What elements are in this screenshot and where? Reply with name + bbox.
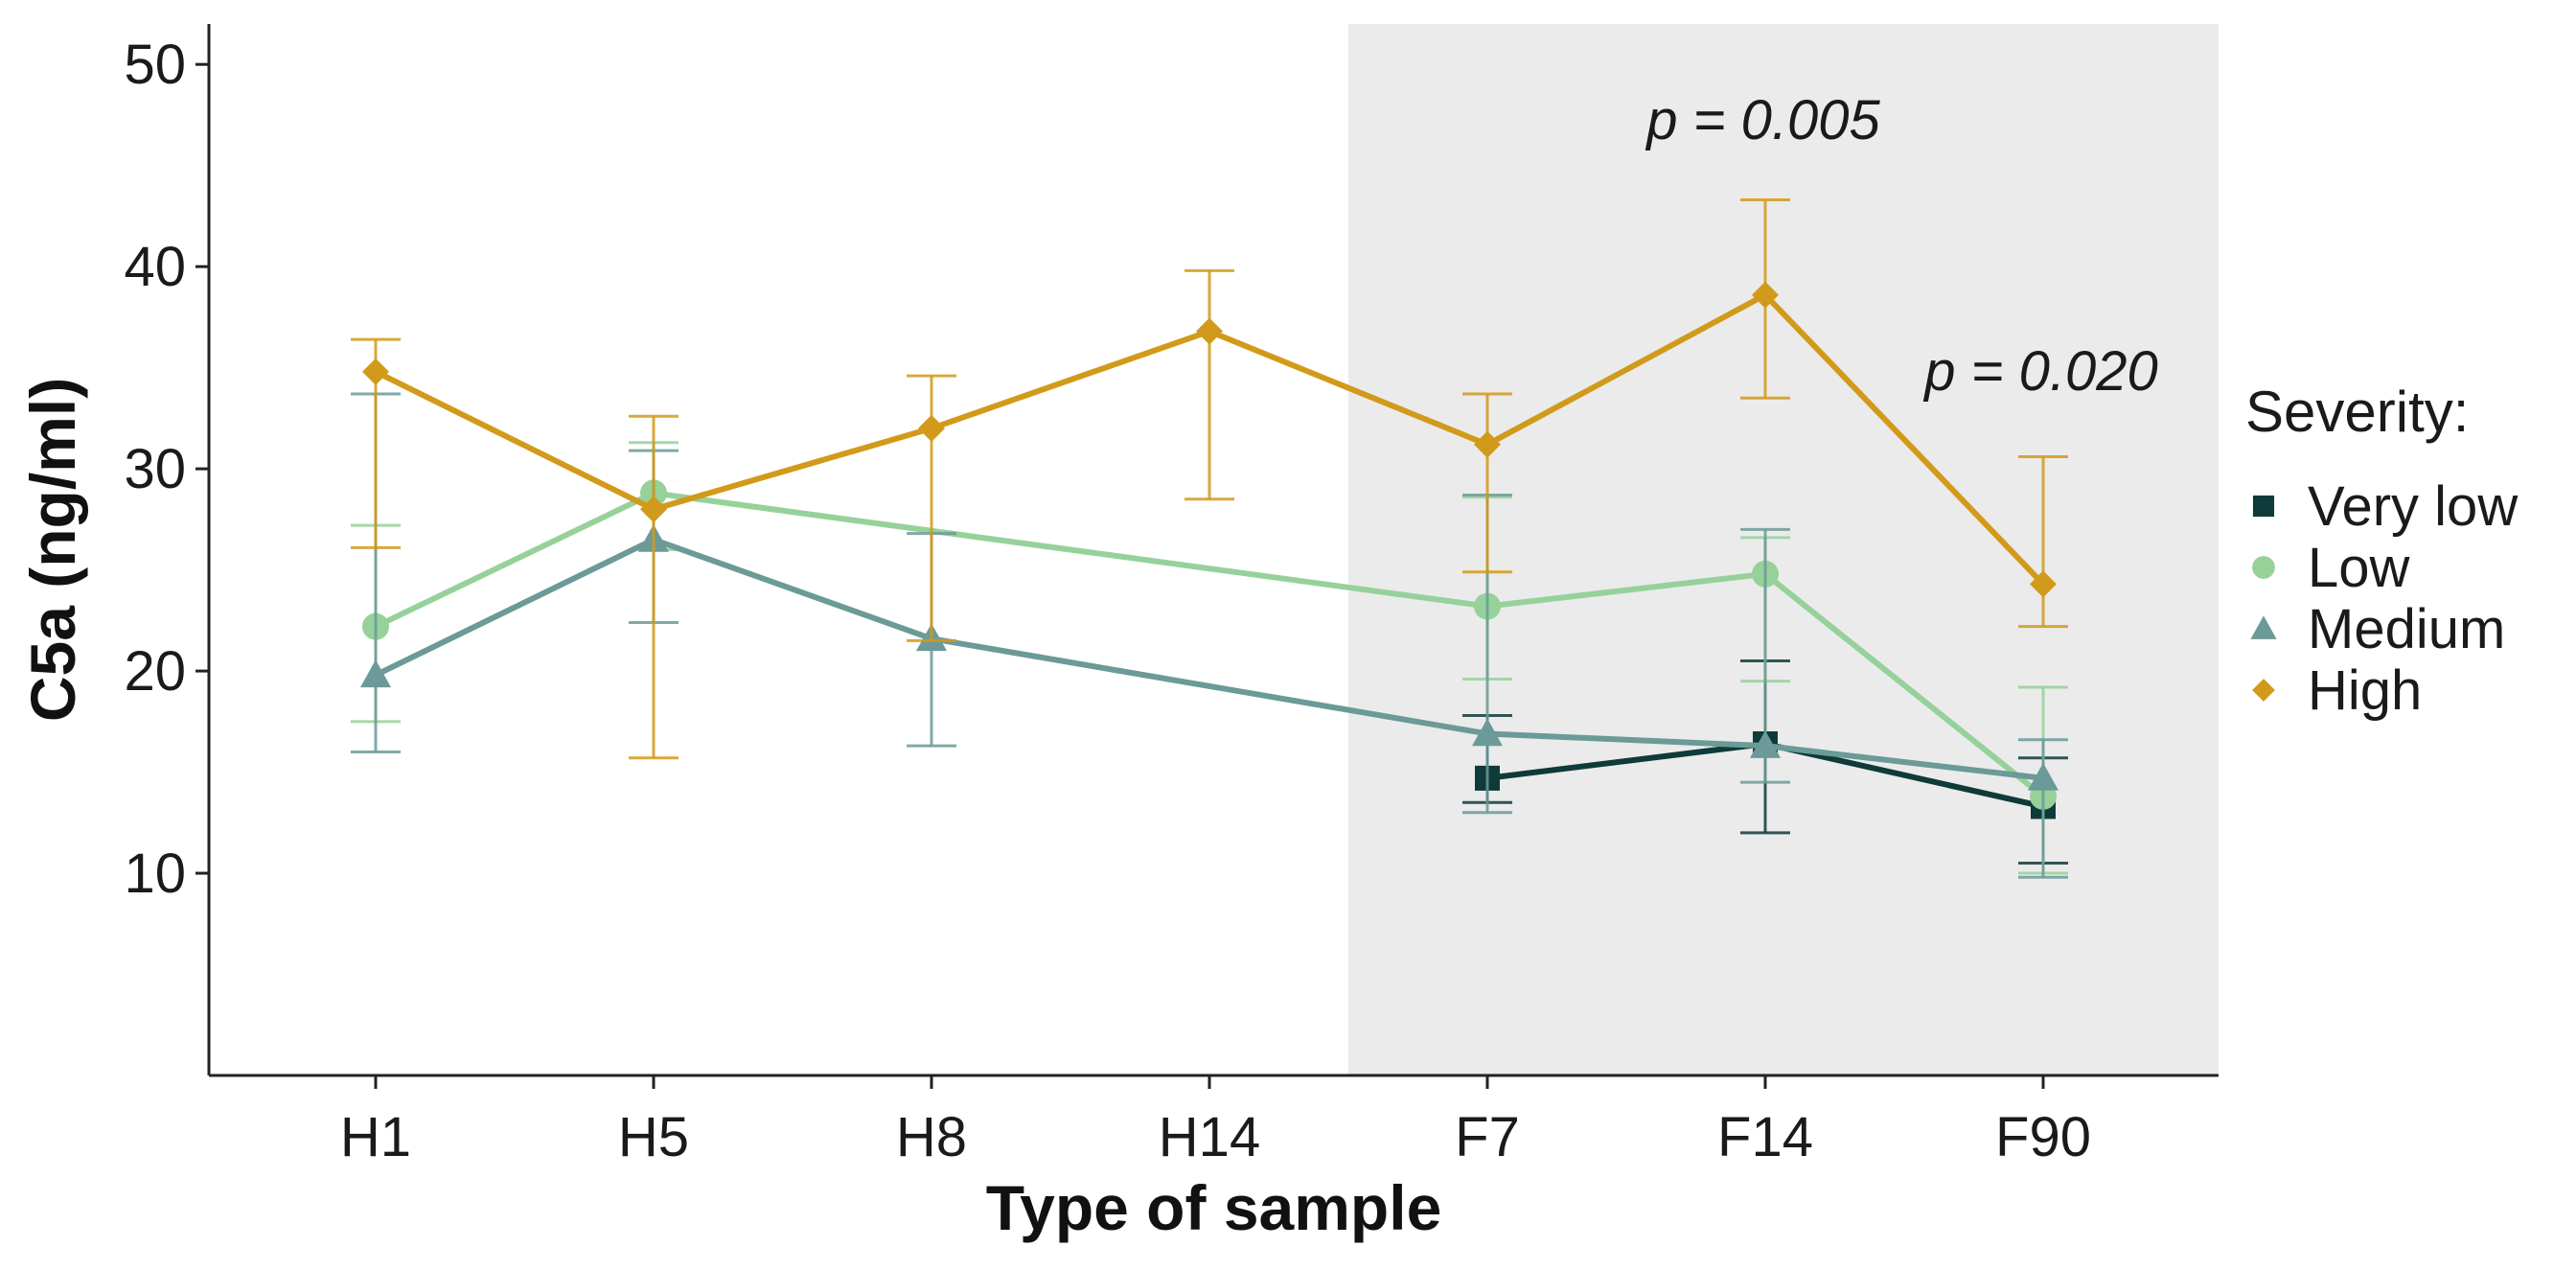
x-axis-title: Type of sample [986,1172,1442,1243]
x-tick-label: H1 [340,1106,411,1168]
x-tick-label: H14 [1159,1106,1260,1168]
y-tick-label: 10 [124,843,186,905]
x-tick-label: F7 [1455,1106,1520,1168]
legend-key-high [2252,679,2275,702]
legend-key-medium [2250,615,2277,639]
data-point-medium [2028,762,2058,791]
data-point-high [2030,570,2057,598]
data-point-medium [1750,730,1781,758]
legend-key-very-low [2252,495,2275,518]
legend-title: Severity: [2245,380,2469,444]
legend-key-low [2252,556,2275,579]
data-point-high [1196,317,1223,345]
y-tick-label: 20 [124,640,186,703]
x-tick-label: F14 [1717,1106,1813,1168]
p-value-annotation: p = 0.020 [1922,340,2158,403]
series-line-medium [374,536,2044,781]
x-tick-label: H5 [618,1106,689,1168]
data-point-high [640,496,667,523]
data-point-high [1474,430,1501,458]
legend-label-medium: Medium [2308,598,2505,660]
series-layer [351,198,2068,879]
y-tick-label: 40 [124,236,186,298]
legend-label-high: High [2308,659,2422,722]
data-point-high [1752,281,1779,309]
y-tick-label: 50 [124,34,186,96]
p-value-annotation: p = 0.005 [1644,89,1880,151]
x-tick-label: F90 [1995,1106,2091,1168]
legend-label-low: Low [2308,537,2411,599]
error-bar-high [2018,454,2068,629]
data-point-medium [360,659,391,688]
error-bar-high [1462,392,1512,574]
data-point-high [918,414,945,442]
error-bar-high [629,414,678,760]
y-axis-ticks: 10 20 30 40 50 [124,34,209,905]
legend-label-very-low: Very low [2308,475,2518,538]
x-tick-label: H8 [896,1106,967,1168]
data-point-medium [1472,718,1503,747]
error-bar-medium [2018,738,2068,879]
y-tick-label: 30 [124,438,186,500]
annotations: p = 0.005 p = 0.020 [1644,89,2158,403]
error-bar-high [1184,268,1234,501]
series-high [351,198,2068,760]
y-axis-title: C5a (ng/ml) [17,378,88,722]
data-point-high [362,358,389,385]
shaded-region [1348,24,2219,1075]
x-axis-ticks: H1 H5 H8 H14 F7 F14 F90 [340,1075,2091,1168]
